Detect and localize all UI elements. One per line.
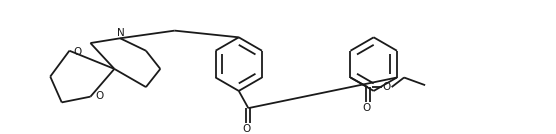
Text: O: O: [74, 47, 82, 57]
Text: O: O: [383, 82, 391, 92]
Text: O: O: [363, 103, 371, 113]
Text: N: N: [117, 29, 125, 38]
Text: O: O: [242, 124, 251, 134]
Text: O: O: [95, 91, 103, 101]
